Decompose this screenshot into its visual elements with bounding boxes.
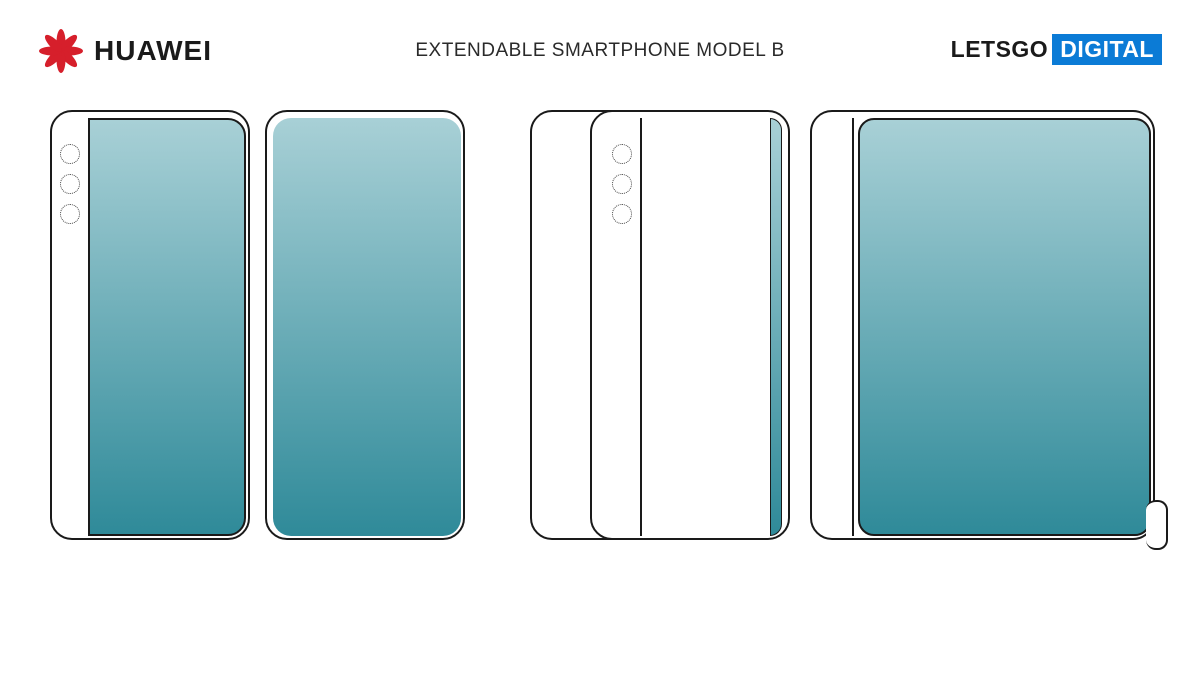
page-title: EXTENDABLE SMARTPHONE MODEL B — [415, 40, 784, 62]
camera-lens-icon — [612, 144, 632, 164]
huawei-logo: HUAWEI — [38, 28, 212, 74]
divider-line — [852, 118, 854, 536]
camera-lens-icon — [60, 144, 80, 164]
watermark: LETSGO DIGITAL — [951, 34, 1162, 65]
device-screen — [273, 118, 461, 536]
device-back-closed — [265, 110, 465, 540]
diagram-stage — [0, 100, 1200, 660]
watermark-box: DIGITAL — [1052, 34, 1162, 65]
device-back-extended-front — [590, 110, 790, 540]
slider-tab — [1146, 500, 1168, 550]
camera-lens-icon — [612, 174, 632, 194]
divider-line — [640, 118, 642, 536]
camera-lens-icon — [60, 204, 80, 224]
brand-text: HUAWEI — [94, 35, 212, 67]
device-screen — [858, 118, 1151, 536]
watermark-prefix: LETSGO — [951, 36, 1049, 63]
huawei-petals-icon — [38, 28, 84, 74]
device-front-closed — [50, 110, 250, 540]
camera-lens-icon — [612, 204, 632, 224]
device-front-extended — [810, 110, 1155, 540]
header: HUAWEI EXTENDABLE SMARTPHONE MODEL B LET… — [0, 28, 1200, 78]
device-screen — [88, 118, 246, 536]
screen-edge-strip — [770, 118, 782, 536]
camera-lens-icon — [60, 174, 80, 194]
